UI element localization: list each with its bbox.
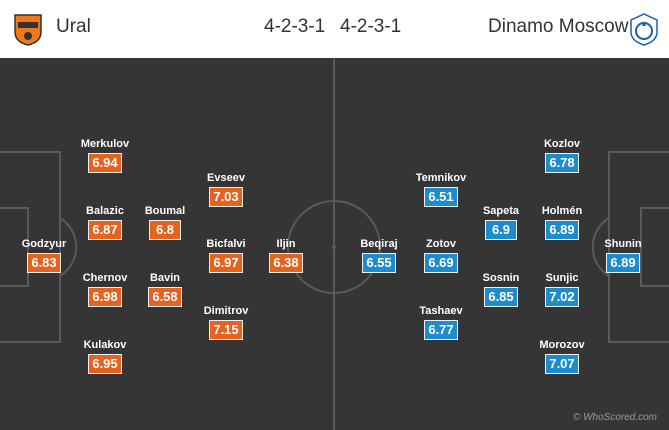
player-card[interactable]: Kulakov 6.95 xyxy=(75,339,135,374)
away-formation: 4-2-3-1 xyxy=(340,16,402,37)
player-name: Chernov xyxy=(82,272,128,284)
player-rating: 6.87 xyxy=(88,220,122,240)
player-card[interactable]: Sapeta 6.9 xyxy=(471,205,531,240)
player-rating: 6.55 xyxy=(362,253,396,273)
player-name: Godzyur xyxy=(21,238,67,250)
player-card[interactable]: Holmén 6.89 xyxy=(532,205,592,240)
player-name: Boumal xyxy=(144,205,186,217)
player-name: Beqiraj xyxy=(360,238,398,250)
player-card[interactable]: Boumal 6.8 xyxy=(135,205,195,240)
player-name: Morozov xyxy=(539,339,585,351)
player-name: Zotov xyxy=(426,238,456,250)
player-rating: 7.03 xyxy=(209,187,243,207)
player-rating: 6.83 xyxy=(27,253,61,273)
player-card[interactable]: Beqiraj 6.55 xyxy=(349,238,409,273)
player-rating: 6.89 xyxy=(606,253,640,273)
player-name: Sapeta xyxy=(482,205,520,217)
player-name: Sunjic xyxy=(545,272,579,284)
player-rating: 6.9 xyxy=(485,220,517,240)
player-card[interactable]: Bavin 6.58 xyxy=(135,272,195,307)
player-name: Temnikov xyxy=(415,172,467,184)
player-card[interactable]: Tashaev 6.77 xyxy=(411,305,471,340)
player-name: Balazic xyxy=(86,205,124,217)
player-rating: 6.58 xyxy=(148,287,182,307)
player-name: Sosnin xyxy=(482,272,520,284)
watermark: © WhoScored.com xyxy=(572,412,657,423)
player-card[interactable]: Balazic 6.87 xyxy=(75,205,135,240)
player-card[interactable]: Temnikov 6.51 xyxy=(411,172,471,207)
player-card[interactable]: Godzyur 6.83 xyxy=(14,238,74,273)
player-card[interactable]: Shunin 6.89 xyxy=(593,238,653,273)
player-name: Kozlov xyxy=(543,138,581,150)
away-team-name: Dinamo Moscow xyxy=(488,16,629,37)
player-rating: 6.85 xyxy=(484,287,518,307)
player-name: Evseev xyxy=(207,172,245,184)
pitch: Godzyur 6.83 Merkulov 6.94 Balazic 6.87 Che… xyxy=(0,58,669,430)
player-card[interactable]: Chernov 6.98 xyxy=(75,272,135,307)
player-name: Holmén xyxy=(541,205,583,217)
player-name: Bavin xyxy=(150,272,180,284)
match-header: Ural 4-2-3-1 4-2-3-1 Dinamo Moscow xyxy=(0,0,669,58)
player-rating: 6.89 xyxy=(545,220,579,240)
player-name: Dimitrov xyxy=(203,305,249,317)
pitch-lines xyxy=(0,58,669,430)
player-card[interactable]: Merkulov 6.94 xyxy=(75,138,135,173)
player-card[interactable]: Sosnin 6.85 xyxy=(471,272,531,307)
home-team-name: Ural xyxy=(56,16,91,37)
player-rating: 6.78 xyxy=(545,153,579,173)
player-rating: 6.94 xyxy=(88,153,122,173)
dinamo-crest-icon xyxy=(630,13,658,46)
player-rating: 7.15 xyxy=(209,320,243,340)
player-rating: 7.02 xyxy=(545,287,579,307)
player-name: Bicfalvi xyxy=(206,238,246,250)
player-card[interactable]: Kozlov 6.78 xyxy=(532,138,592,173)
player-rating: 6.95 xyxy=(88,354,122,374)
player-card[interactable]: Dimitrov 7.15 xyxy=(196,305,256,340)
player-name: Tashaev xyxy=(419,305,463,317)
player-card[interactable]: Sunjic 7.02 xyxy=(532,272,592,307)
player-name: Kulakov xyxy=(83,339,127,351)
ural-crest-icon xyxy=(14,14,42,46)
player-card[interactable]: Evseev 7.03 xyxy=(196,172,256,207)
player-rating: 6.51 xyxy=(424,187,458,207)
player-card[interactable]: Iljin 6.38 xyxy=(256,238,316,273)
player-rating: 6.8 xyxy=(149,220,181,240)
player-name: Merkulov xyxy=(80,138,130,150)
home-formation: 4-2-3-1 xyxy=(264,16,326,37)
player-rating: 7.07 xyxy=(545,354,579,374)
player-rating: 6.97 xyxy=(209,253,243,273)
player-name: Shunin xyxy=(604,238,642,250)
player-name: Iljin xyxy=(276,238,296,250)
player-card[interactable]: Bicfalvi 6.97 xyxy=(196,238,256,273)
player-rating: 6.69 xyxy=(424,253,458,273)
player-card[interactable]: Zotov 6.69 xyxy=(411,238,471,273)
player-rating: 6.77 xyxy=(424,320,458,340)
player-rating: 6.98 xyxy=(88,287,122,307)
player-rating: 6.38 xyxy=(269,253,303,273)
player-card[interactable]: Morozov 7.07 xyxy=(532,339,592,374)
